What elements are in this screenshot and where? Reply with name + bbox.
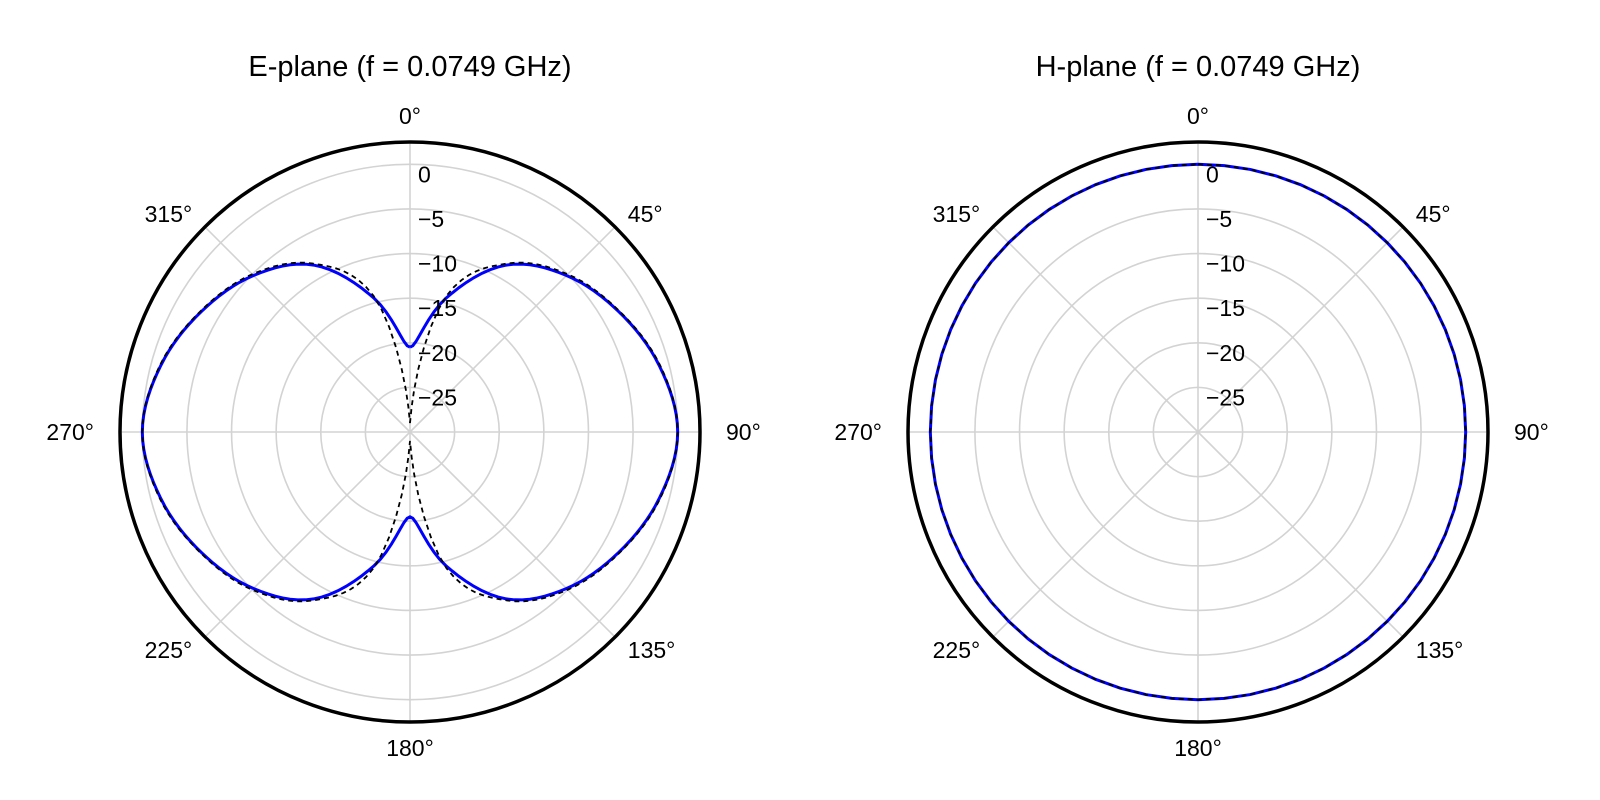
reference-pattern-dashed-line — [141, 261, 679, 603]
angular-grid-line — [204, 226, 411, 433]
angle-tick-label: 270° — [834, 419, 882, 445]
e-plane-title: E-plane (f = 0.0749 GHz) — [248, 51, 571, 83]
radial-tick-label: 0 — [418, 161, 431, 187]
angle-tick-label: 315° — [145, 201, 193, 227]
radial-tick-label: −5 — [1206, 206, 1232, 232]
angle-tick-label: 135° — [1416, 637, 1464, 663]
angle-tick-label: 270° — [46, 419, 94, 445]
radial-tick-label: −20 — [1206, 340, 1245, 366]
radial-tick-label: −25 — [1206, 384, 1245, 410]
angle-tick-label: 90° — [1514, 419, 1549, 445]
radial-tick-label: −25 — [418, 384, 457, 410]
h-plane-plot: 0 −5 −10 −15 −20 −25 0° 45° 90° 135° 180° 225° 270° 3… — [834, 103, 1548, 761]
radial-tick-label: −20 — [418, 340, 457, 366]
angle-tick-label: 90° — [726, 419, 761, 445]
angular-grid-line — [409, 431, 616, 638]
polar-frame — [906, 140, 1490, 724]
angle-tick-label: 315° — [933, 201, 981, 227]
angular-grid-line — [992, 226, 1199, 433]
polar-frame — [118, 140, 702, 724]
angle-tick-label: 45° — [628, 201, 663, 227]
radial-tick-label: 0 — [1206, 161, 1219, 187]
angle-tick-label: 45° — [1416, 201, 1451, 227]
radial-tick-label: −10 — [1206, 251, 1245, 277]
angle-tick-label: 135° — [628, 637, 676, 663]
angular-grid-line — [992, 431, 1199, 638]
angular-grid-line — [409, 226, 616, 433]
angle-tick-label: 0° — [399, 103, 421, 129]
reference-pattern-dashed-line — [929, 163, 1467, 701]
angular-grid-line — [1197, 431, 1404, 638]
radial-tick-label: −10 — [418, 251, 457, 277]
angle-tick-label: 0° — [1187, 103, 1209, 129]
angular-grid-line — [1197, 226, 1404, 433]
angle-tick-label: 180° — [1174, 735, 1222, 761]
angle-tick-label: 225° — [933, 637, 981, 663]
e-plane-plot: 0 −5 −10 −15 −20 −25 0° 45° 90° 135° 180° 225° 270° 3… — [46, 103, 760, 761]
h-plane-title: H-plane (f = 0.0749 GHz) — [1036, 51, 1361, 83]
angle-tick-label: 180° — [386, 735, 434, 761]
angular-grid-line — [204, 431, 411, 638]
radial-tick-label: −15 — [1206, 295, 1245, 321]
radial-tick-label: −5 — [418, 206, 444, 232]
angle-tick-label: 225° — [145, 637, 193, 663]
radial-tick-label: −15 — [418, 295, 457, 321]
